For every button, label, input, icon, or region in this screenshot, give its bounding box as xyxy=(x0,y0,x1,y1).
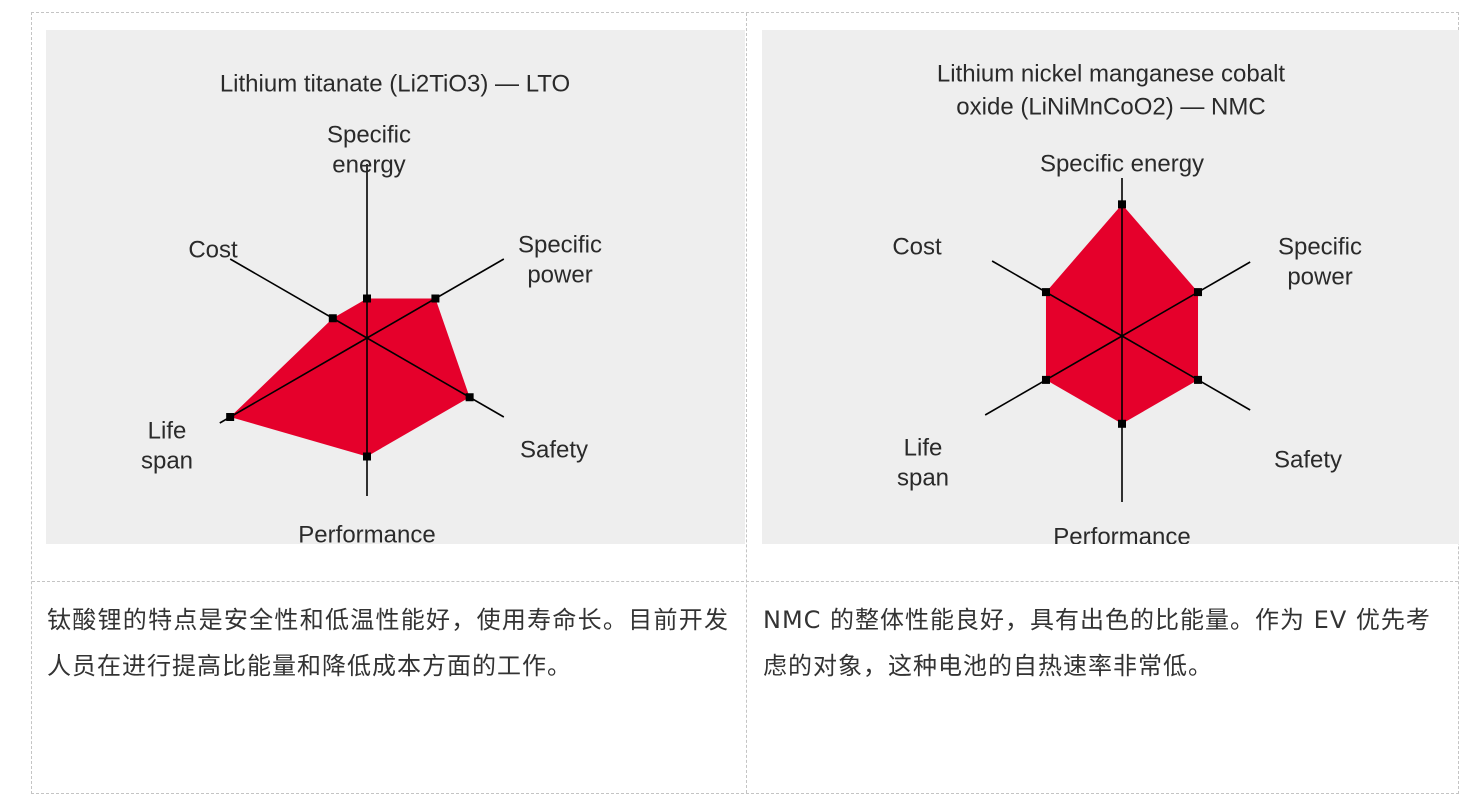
axis-label-performance: Performance xyxy=(298,521,435,544)
data-point-performance xyxy=(363,452,371,461)
axis-label-specific-power: Specific xyxy=(1278,233,1362,260)
axis-life-span xyxy=(984,335,1123,416)
data-point-cost xyxy=(328,314,337,323)
axis-label-life-span: span xyxy=(141,447,193,474)
axis-label-life-span: Life xyxy=(148,417,187,444)
lto-radar-chart-panel: Lithium titanate (Li2TiO3) — LTO Specific… xyxy=(46,30,745,544)
data-point-safety xyxy=(1194,375,1203,384)
axis-label-cost: Cost xyxy=(188,236,238,263)
chart-title: Lithium titanate (Li2TiO3) — LTO xyxy=(220,70,570,97)
axis-cost xyxy=(991,260,1123,337)
chart-title: Lithium nickel manganese cobalt xyxy=(937,60,1286,87)
axis-safety xyxy=(366,337,505,418)
data-point-specific-energy xyxy=(1118,200,1126,209)
radar-area xyxy=(230,298,470,457)
axis-safety xyxy=(1121,335,1251,411)
axis-label-specific-energy: energy xyxy=(332,151,405,178)
data-point-safety xyxy=(465,393,474,402)
data-point-specific-power xyxy=(1194,288,1203,297)
axis-label-cost: Cost xyxy=(892,233,942,260)
axis-label-life-span: Life xyxy=(904,434,943,461)
axis-label-performance: Performance xyxy=(1053,523,1190,544)
data-point-cost xyxy=(1041,288,1050,297)
nmc-description: NMC 的整体性能良好，具有出色的比能量。作为 EV 优先考虑的对象，这种电池的… xyxy=(763,606,1431,680)
nmc-radar-chart: Lithium nickel manganese cobalt oxide (Li… xyxy=(892,60,1362,544)
axis-label-safety: Safety xyxy=(520,436,588,463)
lto-radar-chart: Lithium titanate (Li2TiO3) — LTO Specific… xyxy=(141,70,602,544)
axis-specific-power xyxy=(1121,261,1251,337)
data-point-specific-power xyxy=(431,294,440,303)
axis-label-specific-energy: Specific energy xyxy=(1040,150,1204,177)
axis-label-specific-power: power xyxy=(527,261,592,288)
axis-label-specific-power: power xyxy=(1287,263,1352,290)
axis-label-life-span: span xyxy=(897,464,949,491)
axis-life-span xyxy=(219,337,368,424)
nmc-radar-chart-panel: Lithium nickel manganese cobalt oxide (Li… xyxy=(762,30,1459,544)
data-point-life-span xyxy=(1041,375,1050,384)
axis-label-safety: Safety xyxy=(1274,446,1342,473)
lto-description: 钛酸锂的特点是安全性和低温性能好，使用寿命长。目前开发人员在进行提高比能量和降低… xyxy=(47,606,729,680)
axis-cost xyxy=(229,258,368,339)
column-divider xyxy=(746,13,747,793)
chart-title: oxide (LiNiMnCoO2) — NMC xyxy=(956,93,1265,120)
axis-label-specific-energy: Specific xyxy=(327,121,411,148)
axis-label-specific-power: Specific xyxy=(518,231,602,258)
data-point-performance xyxy=(1118,419,1126,428)
data-point-life-span xyxy=(226,413,235,421)
row-divider xyxy=(32,581,1458,582)
data-point-specific-energy xyxy=(363,294,371,303)
